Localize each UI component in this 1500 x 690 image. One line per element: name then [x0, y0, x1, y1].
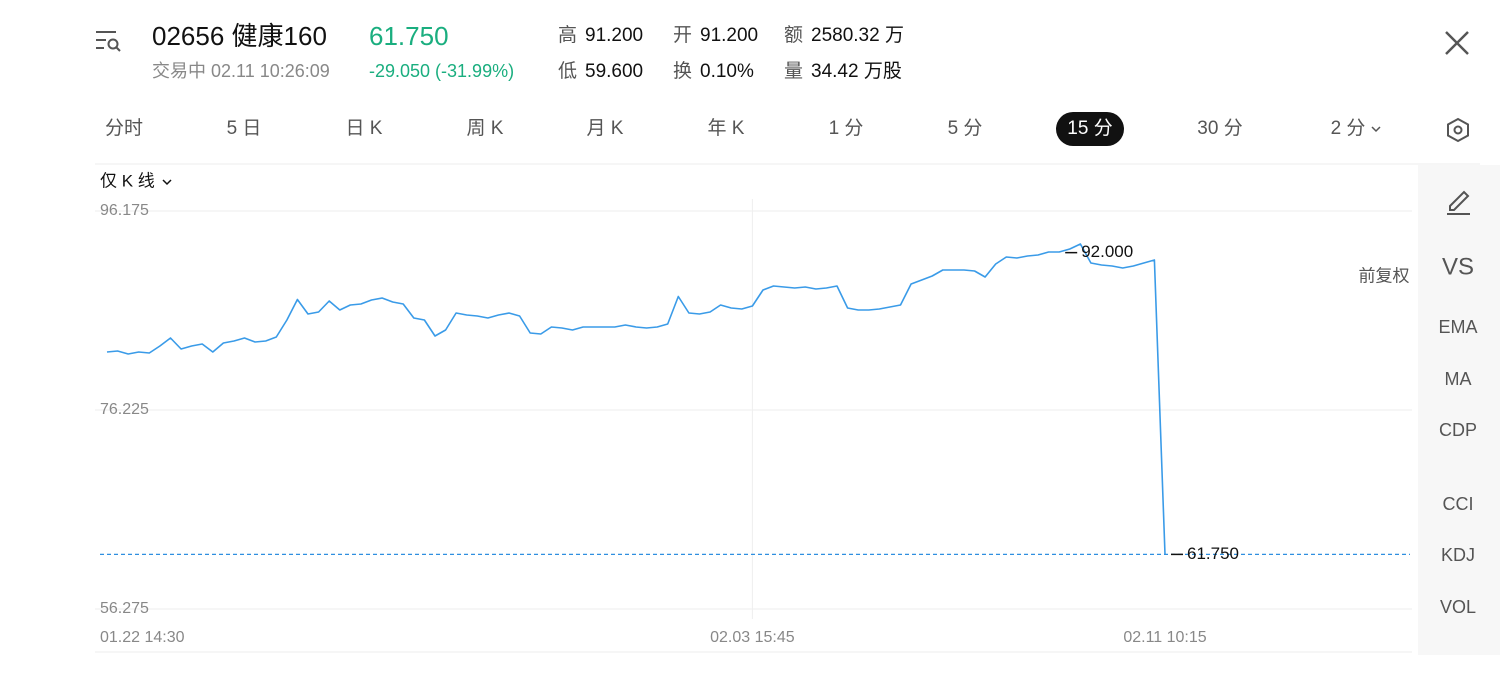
- period-tab[interactable]: 2 分: [1331, 117, 1366, 139]
- period-tab[interactable]: 月 K: [587, 118, 624, 139]
- stat-label: 开: [673, 25, 692, 46]
- x-tick-label: 02.11 10:15: [1123, 629, 1206, 646]
- x-tick-label: 01.22 14:30: [100, 629, 185, 646]
- indicator-button[interactable]: MA: [1445, 369, 1472, 389]
- period-tab[interactable]: 日 K: [346, 118, 383, 139]
- y-tick-label: 76.225: [100, 401, 149, 418]
- draw-tool-icon[interactable]: [1447, 190, 1470, 215]
- stat-label: 高: [558, 24, 577, 46]
- trade-status: 交易中 02.11 10:26:09: [152, 61, 330, 81]
- tab-chevron: [1371, 126, 1381, 133]
- indicator-button[interactable]: EMA: [1438, 317, 1477, 337]
- stat-label: 额: [784, 24, 803, 46]
- indicator-button[interactable]: VS: [1442, 253, 1474, 280]
- period-tab[interactable]: 1 分: [829, 117, 864, 139]
- stat-value: 2580.32 万: [811, 25, 904, 46]
- chart-mode[interactable]: 仅 K 线: [100, 171, 155, 190]
- last-price: 61.750: [369, 21, 449, 51]
- y-tick-label: 96.175: [100, 202, 149, 219]
- side-panel: [1418, 165, 1500, 655]
- stat-value: 34.42 万股: [811, 61, 902, 82]
- stat-label: 量: [784, 61, 803, 82]
- period-tab[interactable]: 5 分: [948, 117, 983, 139]
- period-tab[interactable]: 15 分: [1067, 117, 1112, 139]
- stat-value: 91.200: [700, 25, 758, 46]
- indicator-button[interactable]: CCI: [1443, 494, 1474, 514]
- period-tab[interactable]: 30 分: [1197, 117, 1242, 139]
- active-tab-pill: [1056, 112, 1124, 146]
- stat-label: 换: [673, 60, 692, 82]
- stat-label: 低: [558, 60, 577, 82]
- adjust-mode[interactable]: 前复权: [1359, 266, 1410, 285]
- price-line: [106, 243, 1166, 555]
- close-button[interactable]: [1445, 31, 1469, 55]
- stock-title: 02656 健康160: [152, 21, 327, 51]
- settings-icon-dot: [1453, 125, 1463, 135]
- x-tick-label: 02.03 15:45: [710, 629, 795, 646]
- annotation-label: 92.000: [1081, 242, 1133, 261]
- stat-value: 0.10%: [700, 61, 754, 82]
- period-tab[interactable]: 年 K: [708, 117, 745, 139]
- period-tab[interactable]: 周 K: [467, 118, 504, 139]
- indicator-button[interactable]: KDJ: [1441, 545, 1475, 565]
- indicator-button[interactable]: CDP: [1439, 420, 1477, 440]
- stat-value: 91.200: [585, 25, 643, 46]
- menu-search-icon[interactable]: [96, 31, 121, 52]
- settings-icon[interactable]: [1447, 117, 1469, 143]
- stat-value: 59.600: [585, 61, 643, 82]
- period-tab[interactable]: 分时: [105, 117, 143, 139]
- chart-mode-chevron: [162, 179, 172, 186]
- y-tick-label: 56.275: [100, 600, 149, 617]
- annotation-label: 61.750: [1187, 544, 1239, 563]
- indicator-button[interactable]: VOL: [1440, 597, 1476, 617]
- period-tab[interactable]: 5 日: [227, 118, 262, 139]
- price-change: -29.050 (-31.99%): [369, 61, 514, 81]
